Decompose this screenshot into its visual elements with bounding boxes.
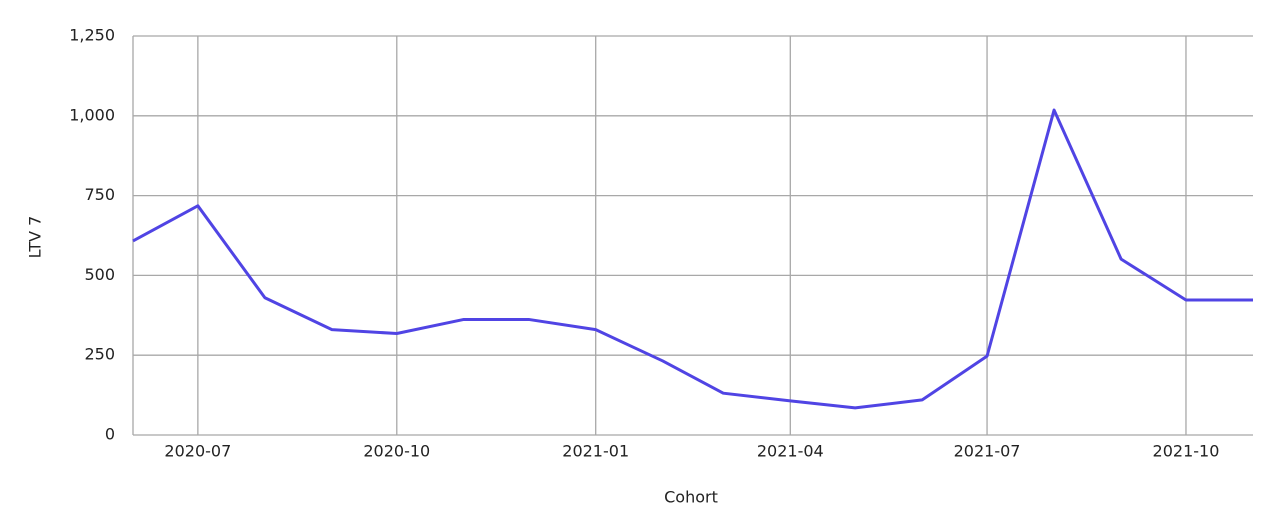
x-tick-label: 2020-07 [164, 442, 231, 461]
x-tick-label: 2021-04 [757, 442, 824, 461]
x-tick-label: 2021-10 [1153, 442, 1220, 461]
x-tick-label: 2021-07 [954, 442, 1021, 461]
y-tick-label: 250 [84, 345, 115, 364]
y-tick-label: 0 [105, 425, 115, 444]
x-tick-label: 2021-01 [562, 442, 629, 461]
y-axis-title: LTV 7 [26, 216, 45, 259]
y-tick-label: 500 [84, 265, 115, 284]
y-tick-label: 1,000 [69, 105, 115, 124]
x-tick-label: 2020-10 [363, 442, 430, 461]
data-line [132, 108, 1253, 410]
y-tick-label: 1,250 [69, 26, 115, 45]
y-tick-label: 750 [84, 185, 115, 204]
x-axis-title: Cohort [664, 488, 718, 507]
